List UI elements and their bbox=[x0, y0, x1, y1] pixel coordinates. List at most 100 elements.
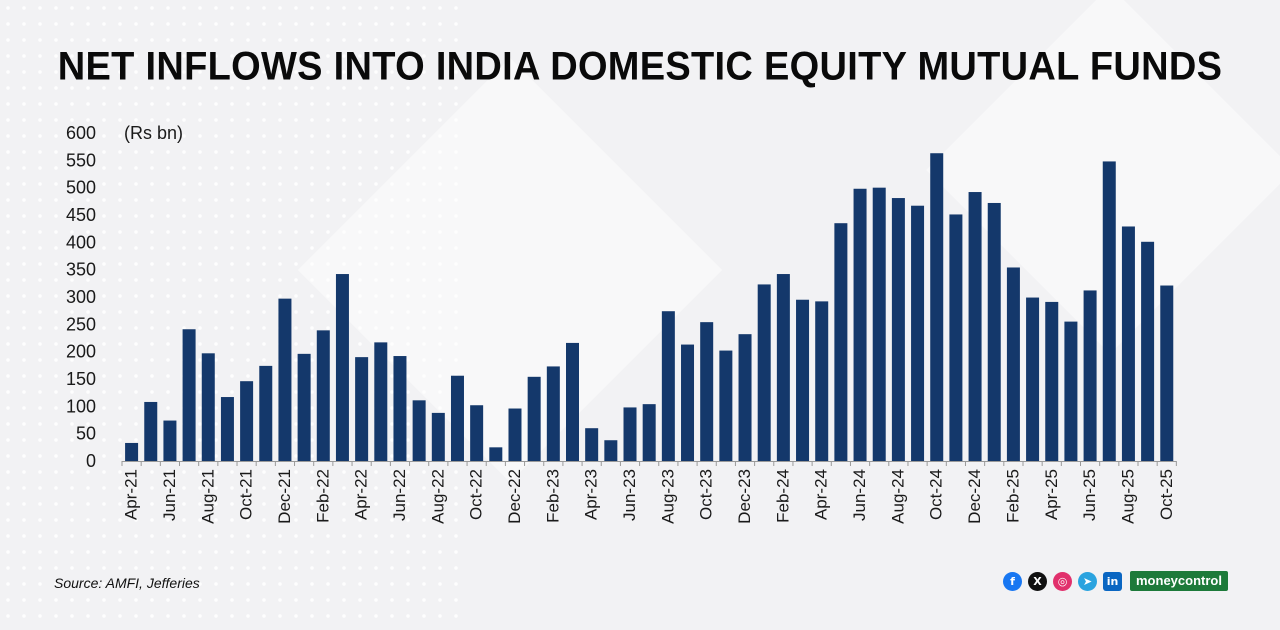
y-tick-label: 0 bbox=[86, 451, 96, 471]
bar bbox=[163, 420, 177, 461]
x-tick-label: Dec-24 bbox=[965, 469, 984, 524]
x-tick-label: Jun-24 bbox=[850, 469, 869, 521]
bar bbox=[489, 447, 503, 461]
bar bbox=[968, 192, 982, 462]
facebook-icon[interactable]: f bbox=[1003, 571, 1022, 591]
bar bbox=[412, 400, 426, 461]
bar bbox=[508, 408, 522, 461]
x-tick-label: Apr-21 bbox=[122, 469, 141, 520]
moneycontrol-logo: moneycontrol bbox=[1130, 571, 1228, 591]
x-tick-label: Feb-23 bbox=[543, 469, 562, 523]
x-tick-label: Apr-24 bbox=[812, 469, 831, 520]
bar bbox=[1121, 226, 1135, 461]
bar bbox=[220, 397, 234, 461]
bar bbox=[1083, 290, 1097, 461]
bar bbox=[719, 350, 733, 461]
background-dot-pattern bbox=[0, 0, 460, 630]
bar bbox=[642, 404, 656, 461]
bar bbox=[182, 329, 196, 461]
bar bbox=[930, 153, 944, 462]
x-tick-label: Dec-22 bbox=[505, 469, 524, 524]
x-tick-label: Feb-25 bbox=[1003, 469, 1022, 523]
bar bbox=[374, 342, 388, 461]
x-tick-label: Feb-24 bbox=[773, 469, 792, 523]
chart-title: NET INFLOWS INTO INDIA DOMESTIC EQUITY M… bbox=[57, 44, 1223, 90]
y-tick-label: 300 bbox=[66, 287, 96, 307]
bar bbox=[623, 407, 637, 461]
bar bbox=[1102, 161, 1116, 461]
bar bbox=[316, 330, 330, 461]
bar bbox=[911, 205, 925, 461]
x-tick-label: Aug-21 bbox=[198, 469, 217, 524]
bar bbox=[987, 202, 1001, 461]
x-tick-label: Jun-22 bbox=[390, 469, 409, 521]
bar bbox=[700, 322, 714, 461]
x-tick-label: Dec-21 bbox=[275, 469, 294, 524]
bar bbox=[546, 366, 560, 461]
bar bbox=[450, 375, 464, 461]
x-tick-label: Oct-22 bbox=[467, 469, 486, 520]
bar bbox=[757, 284, 771, 461]
bar bbox=[796, 299, 810, 461]
bar bbox=[431, 412, 445, 461]
x-tick-label: Oct-24 bbox=[927, 469, 946, 520]
bar bbox=[278, 298, 292, 461]
bar bbox=[1026, 297, 1040, 461]
bar bbox=[738, 334, 752, 461]
bar bbox=[891, 198, 905, 462]
x-tick-label: Oct-21 bbox=[237, 469, 256, 520]
bar bbox=[872, 187, 886, 462]
y-tick-label: 100 bbox=[66, 396, 96, 416]
bar bbox=[259, 365, 273, 461]
bar bbox=[566, 342, 579, 461]
x-icon[interactable]: X bbox=[1028, 571, 1047, 591]
bar bbox=[585, 428, 599, 461]
y-tick-label: 500 bbox=[66, 178, 96, 198]
bar bbox=[834, 223, 848, 461]
x-tick-label: Apr-22 bbox=[352, 469, 371, 520]
bar bbox=[853, 188, 867, 461]
x-tick-label: Aug-24 bbox=[888, 469, 907, 524]
source-note: Source: AMFI, Jefferies bbox=[54, 575, 200, 591]
y-tick-label: 350 bbox=[66, 260, 96, 280]
telegram-icon[interactable]: ➤ bbox=[1078, 571, 1097, 591]
bar bbox=[1064, 321, 1078, 461]
x-tick-label: Oct-23 bbox=[697, 469, 716, 520]
x-axis: Apr-21 Jun-21 Aug-21 Oct-21 Dec-21 Feb-22 Apr-… bbox=[121, 461, 1177, 524]
y-tick-label: 200 bbox=[66, 342, 96, 362]
x-tick-label: Dec-23 bbox=[735, 469, 754, 524]
bar bbox=[201, 353, 215, 461]
y-tick-label: 550 bbox=[66, 150, 96, 170]
bar bbox=[393, 356, 407, 461]
x-tick-label: Jun-23 bbox=[620, 469, 639, 521]
instagram-icon[interactable]: ◎ bbox=[1053, 571, 1072, 591]
bar bbox=[125, 442, 139, 461]
bar bbox=[949, 214, 963, 461]
bar bbox=[1006, 267, 1020, 461]
x-tick-label: Aug-23 bbox=[658, 469, 677, 524]
x-tick-label: Feb-22 bbox=[313, 469, 332, 523]
y-tick-label: 250 bbox=[66, 314, 96, 334]
bar bbox=[604, 440, 618, 461]
y-tick-label: 400 bbox=[66, 232, 96, 252]
linkedin-icon[interactable]: in bbox=[1103, 571, 1122, 591]
bar bbox=[240, 381, 254, 461]
y-tick-label: 600 bbox=[66, 123, 96, 143]
bar-series bbox=[125, 153, 1174, 462]
bar bbox=[355, 357, 369, 461]
y-tick-label: 450 bbox=[66, 205, 96, 225]
bar bbox=[1141, 241, 1155, 461]
y-tick-label: 50 bbox=[76, 424, 96, 444]
bar bbox=[776, 274, 790, 461]
y-tick-label: 150 bbox=[66, 369, 96, 389]
bar bbox=[661, 311, 675, 461]
y-axis: 0 50 100 150 200 250 300 350 400 450 500 550 600 bbox=[66, 123, 96, 471]
bar bbox=[1045, 301, 1059, 461]
bar bbox=[335, 274, 349, 461]
social-links: f X ◎ ➤ in moneycontrol bbox=[1003, 571, 1228, 591]
bar bbox=[470, 405, 484, 461]
bar bbox=[681, 344, 695, 461]
x-tick-label: Jun-25 bbox=[1080, 469, 1099, 521]
x-tick-label: Apr-23 bbox=[582, 469, 601, 520]
